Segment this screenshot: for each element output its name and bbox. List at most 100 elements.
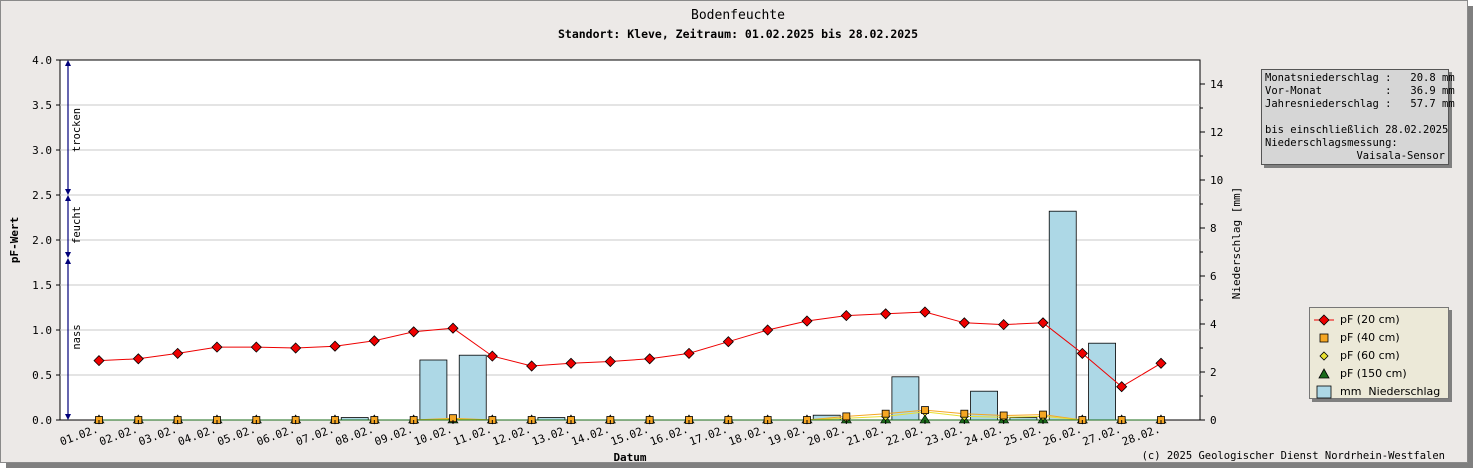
point-marker — [172, 347, 184, 359]
zone-markers — [65, 60, 71, 420]
legend-symbol-triangle-green — [1318, 368, 1330, 379]
x-tick-label: 14.02. — [570, 423, 612, 449]
info-line: Jahresniederschlag : 57.7 mm — [1265, 98, 1455, 110]
point-marker — [408, 326, 420, 338]
y2-tick-label: 10 — [1210, 174, 1223, 187]
zone-label-feucht: feucht — [71, 206, 83, 244]
point-marker — [329, 340, 341, 352]
x-tick-label: 12.02. — [491, 423, 533, 449]
point-marker — [958, 317, 970, 329]
point-marker — [1039, 410, 1047, 419]
x-tick-label: 18.02. — [727, 423, 769, 449]
legend-item-niederschlag: mm Niederschlag — [1310, 383, 1448, 401]
x-tick-label: 17.02. — [688, 423, 730, 449]
x-tick-label: 13.02. — [530, 423, 572, 449]
x-tick-label: 21.02. — [845, 423, 887, 449]
x-tick-label: 03.02. — [137, 423, 179, 449]
point-marker — [998, 319, 1010, 331]
precipitation-bar — [1048, 210, 1077, 421]
chart-title: Bodenfeuchte — [691, 8, 785, 23]
point-marker — [999, 411, 1008, 420]
legend-symbol-square-orange — [1319, 333, 1329, 343]
precipitation-bar — [1088, 342, 1116, 421]
x-tick-label: 27.02. — [1081, 423, 1123, 449]
point-marker — [486, 350, 498, 362]
point-marker — [722, 336, 734, 348]
precipitation-bars — [340, 210, 1116, 421]
x-tick-label: 04.02. — [176, 423, 218, 449]
x-tick-label: 16.02. — [648, 423, 690, 449]
point-marker — [881, 409, 890, 418]
precipitation-bar — [419, 359, 448, 421]
point-marker — [132, 353, 144, 365]
x-tick-label: 24.02. — [963, 423, 1005, 449]
x-tick-label: 28.02. — [1120, 423, 1162, 449]
y-tick-label: 0.0 — [32, 414, 52, 427]
legend-item-pf150: pF (150 cm) — [1310, 365, 1448, 383]
frame-shadow-right — [1468, 6, 1473, 467]
y-tick-label: 3.0 — [32, 144, 52, 157]
y-axis-label: pF-Wert — [8, 217, 21, 263]
copyright-text: (c) 2025 Geologischer Dienst Nordrhein-W… — [1142, 450, 1445, 462]
series-lines — [98, 311, 1162, 421]
zone-arrow-down — [65, 252, 71, 258]
x-tick-label: 08.02. — [334, 423, 376, 449]
point-marker — [447, 322, 459, 334]
precipitation-info-box: Monatsniederschlag : 20.8 mm Vor-Monat :… — [1261, 69, 1455, 165]
point-marker — [1037, 317, 1049, 329]
x-tick-label: 02.02. — [98, 423, 140, 449]
point-marker — [842, 412, 851, 421]
info-line: bis einschließlich 28.02.2025 — [1265, 124, 1449, 136]
point-marker — [290, 342, 302, 354]
point-marker — [1116, 381, 1128, 393]
x-axis-ticks: 01.02.02.02.03.02.04.02.05.02.06.02.07.0… — [58, 420, 1162, 448]
y-tick-label: 2.0 — [32, 234, 52, 247]
point-marker — [565, 357, 577, 369]
info-line — [1265, 111, 1445, 124]
y2-tick-label: 14 — [1210, 78, 1224, 91]
y-tick-label: 1.5 — [32, 279, 52, 292]
x-tick-label: 15.02. — [609, 423, 651, 449]
point-marker — [683, 347, 695, 359]
x-tick-label: 11.02. — [452, 423, 494, 449]
point-marker — [840, 310, 852, 322]
precipitation-bar — [458, 354, 487, 421]
legend-label: mm Niederschlag — [1340, 385, 1441, 398]
point-marker — [880, 308, 892, 320]
info-line: Niederschlagsmessung: — [1265, 137, 1398, 149]
y2-axis-ticks: 0 2 4 6 8 10 12 14 — [1200, 78, 1224, 427]
chart-subtitle: Standort: Kleve, Zeitraum: 01.02.2025 bi… — [558, 27, 918, 41]
y-axis-ticks: 0.0 0.5 1.0 1.5 2.0 2.5 3.0 3.5 4.0 — [32, 54, 60, 427]
zone-label-nass: nass — [71, 324, 83, 349]
zone-arrow-down — [65, 189, 71, 195]
info-sensor: Vaisala-Sensor — [1356, 150, 1445, 162]
legend-label: pF (20 cm) — [1340, 313, 1400, 326]
legend-symbol-bar-blue — [1316, 385, 1332, 399]
y2-tick-label: 4 — [1210, 318, 1217, 331]
y2-tick-label: 6 — [1210, 270, 1217, 283]
x-tick-label: 19.02. — [766, 423, 808, 449]
legend-item-pf20: pF (20 cm) — [1310, 311, 1448, 329]
x-axis-label: Datum — [613, 451, 646, 464]
point-marker — [368, 335, 380, 347]
x-tick-label: 10.02. — [412, 423, 454, 449]
precipitation-bar — [970, 390, 998, 421]
y2-tick-label: 2 — [1210, 366, 1217, 379]
point-marker — [604, 355, 616, 368]
y2-tick-label: 0 — [1210, 414, 1217, 427]
x-tick-label: 26.02. — [1042, 423, 1084, 449]
legend-item-pf60: pF (60 cm) — [1310, 347, 1448, 365]
point-marker — [644, 353, 656, 365]
zone-arrow-up — [65, 258, 71, 264]
legend: pF (20 cm) pF (40 cm) pF (60 cm) pF (150… — [1309, 307, 1449, 399]
grid-lines — [60, 104, 1200, 376]
zone-arrow-down — [65, 414, 71, 420]
frame-shadow-bottom — [6, 463, 1473, 468]
point-marker — [919, 306, 931, 318]
x-tick-label: 09.02. — [373, 423, 415, 449]
x-tick-label: 01.02. — [58, 423, 100, 449]
point-marker — [93, 355, 105, 367]
series-line — [98, 311, 1162, 388]
point-marker — [250, 341, 262, 353]
